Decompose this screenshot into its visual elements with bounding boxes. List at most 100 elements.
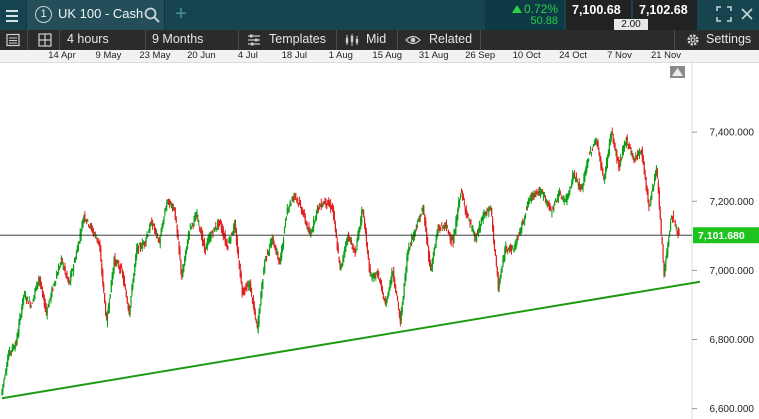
candle-body [111, 275, 113, 286]
candle-body [208, 237, 210, 240]
candle-body [237, 248, 239, 257]
candle-body [532, 193, 534, 196]
candle-body [636, 155, 638, 158]
candle-body [197, 218, 199, 220]
search-icon[interactable] [143, 6, 161, 24]
candle-body [182, 268, 184, 278]
candle-body [320, 202, 322, 208]
candle-body [589, 153, 591, 155]
last-price-label: 7,101.680 [698, 230, 745, 242]
candle-body [372, 273, 374, 278]
instrument-tab[interactable]: 1 UK 100 - Cash [26, 0, 165, 30]
candle-body [203, 242, 206, 251]
add-tab-icon[interactable]: + [175, 3, 187, 25]
candle-body [564, 200, 566, 202]
interval-select[interactable]: 4 hours [67, 32, 109, 46]
candle-body [103, 284, 105, 291]
layout-icon[interactable] [5, 32, 21, 48]
candle-body [199, 226, 201, 230]
x-tick-label: 4 Jul [237, 50, 258, 61]
candle-body [293, 196, 295, 199]
candle-body [75, 252, 77, 259]
sell-price-button[interactable]: 7,100.68 [566, 0, 631, 30]
candle-body [570, 186, 572, 189]
candle-body [214, 227, 216, 232]
candle-body [327, 200, 329, 205]
candle-body [594, 141, 596, 144]
candle-body [164, 212, 166, 215]
candle-body [16, 334, 18, 344]
candle-body [21, 307, 23, 315]
candle-body [533, 196, 535, 198]
candle-body [379, 279, 381, 281]
candle-body [499, 278, 501, 283]
candle-body [250, 282, 252, 292]
candle-body [582, 183, 584, 190]
price-chart[interactable]: 7,400.000 7,200.000 7,000.000 6,800.000 6,60… [0, 63, 759, 419]
candle-body [476, 237, 478, 241]
candle-body [410, 242, 412, 245]
candle-body [661, 236, 663, 245]
close-icon[interactable] [739, 6, 755, 22]
candle-body [99, 243, 101, 252]
candle-body [196, 212, 198, 218]
y-tick-label: 7,000.000 [710, 266, 755, 277]
candle-body [595, 138, 597, 145]
candle-body [543, 194, 545, 197]
candle-body [330, 203, 332, 209]
candle-body [458, 200, 460, 209]
candle-body [378, 272, 380, 277]
expand-icon[interactable] [716, 6, 732, 22]
candle-body [501, 266, 503, 273]
candle-body [395, 286, 397, 292]
candle-body [228, 239, 230, 243]
candle-body [202, 240, 205, 244]
candle-body [198, 220, 200, 222]
candle-body [233, 225, 235, 233]
candle-body [288, 206, 290, 208]
price-type-select[interactable]: Mid [366, 32, 387, 46]
candle-body [41, 290, 44, 294]
candle-body [69, 281, 71, 284]
candle-body [100, 249, 102, 261]
candle-body [422, 207, 424, 214]
candle-body [627, 144, 629, 146]
candle-body [81, 223, 83, 228]
candle-body [678, 232, 680, 234]
candle-body [137, 246, 139, 251]
candle-body [563, 199, 565, 202]
templates-button[interactable]: Templates [269, 32, 326, 46]
candle-body [7, 353, 10, 360]
menu-icon[interactable] [0, 0, 24, 30]
candle-body [637, 151, 640, 155]
candle-body [118, 264, 120, 268]
candle-body [630, 150, 632, 155]
candle-body [201, 229, 203, 240]
candle-body [395, 291, 398, 295]
candle-body [607, 150, 610, 155]
candle-body [416, 225, 418, 228]
range-select[interactable]: 9 Months [152, 32, 204, 46]
candle-body [414, 229, 416, 233]
candle-body [613, 141, 615, 146]
candle-body [11, 345, 13, 352]
candle-body [350, 239, 352, 245]
candle-body [40, 280, 42, 286]
scroll-end-icon[interactable] [670, 66, 685, 78]
gear-icon[interactable] [685, 32, 701, 48]
candle-body [346, 238, 349, 242]
candle-body [535, 193, 537, 195]
candle-body [73, 260, 76, 263]
candle-body [151, 221, 153, 225]
candle-body [498, 282, 500, 288]
candle-body [130, 296, 132, 306]
candle-body [235, 232, 238, 244]
candle-body [72, 265, 75, 272]
related-button[interactable]: Related [429, 32, 473, 46]
candle-body [14, 344, 16, 349]
grid-icon[interactable] [37, 32, 53, 48]
candle-body [117, 260, 119, 263]
candle-body [135, 255, 137, 264]
settings-button[interactable]: Settings [706, 32, 752, 46]
candle-body [18, 323, 20, 333]
